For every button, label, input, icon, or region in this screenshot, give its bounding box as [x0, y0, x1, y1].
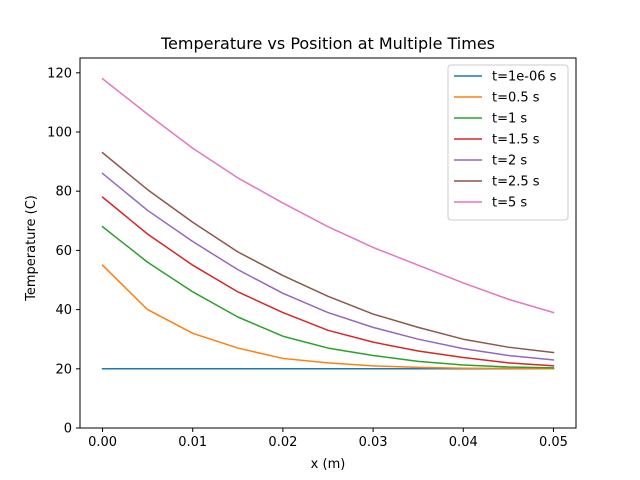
y-tick-label-4: 80 [55, 185, 72, 200]
y-tick-label-1: 20 [55, 362, 72, 377]
y-tick-label-6: 120 [47, 66, 72, 81]
y-tick-label-5: 100 [47, 126, 72, 141]
y-axis-label: Temperature (C) [24, 195, 39, 302]
chart-title: Temperature vs Position at Multiple Time… [160, 34, 495, 53]
x-tick-label-3: 0.03 [359, 435, 388, 450]
plot-area [101, 77, 555, 370]
legend-label-3: t=1.5 s [492, 133, 540, 148]
x-tick-label-5: 0.05 [539, 435, 568, 450]
legend-label-6: t=5 s [492, 196, 527, 211]
series-line-2 [101, 225, 555, 369]
legend-label-0: t=1e-06 s [492, 70, 557, 85]
y-tick-label-2: 40 [55, 303, 72, 318]
series-line-3 [101, 196, 555, 367]
legend-label-1: t=0.5 s [492, 91, 540, 106]
series-line-6 [101, 77, 555, 314]
plot-frame [79, 57, 577, 429]
axis-ticks: 0.00 0.01 0.02 0.03 0.04 0.05 0 20 40 60 80 100 120 [47, 66, 568, 450]
x-tick-label-4: 0.04 [449, 435, 478, 450]
series-line-4 [101, 172, 555, 361]
series-line-1 [101, 264, 555, 370]
legend-label-5: t=2.5 s [492, 175, 540, 190]
x-tick-label-1: 0.01 [178, 435, 207, 450]
legend-label-2: t=1 s [492, 112, 527, 127]
y-tick-label-3: 60 [55, 244, 72, 259]
x-axis-label: x (m) [311, 457, 346, 472]
x-tick-label-0: 0.00 [88, 435, 117, 450]
legend-label-4: t=2 s [492, 154, 527, 169]
series-line-5 [101, 151, 555, 354]
x-tick-label-2: 0.02 [268, 435, 297, 450]
y-tick-label-0: 0 [64, 422, 72, 437]
legend: t=1e-06 s t=0.5 s t=1 s t=1.5 s t=2 s t=2.5 s… [447, 64, 569, 221]
